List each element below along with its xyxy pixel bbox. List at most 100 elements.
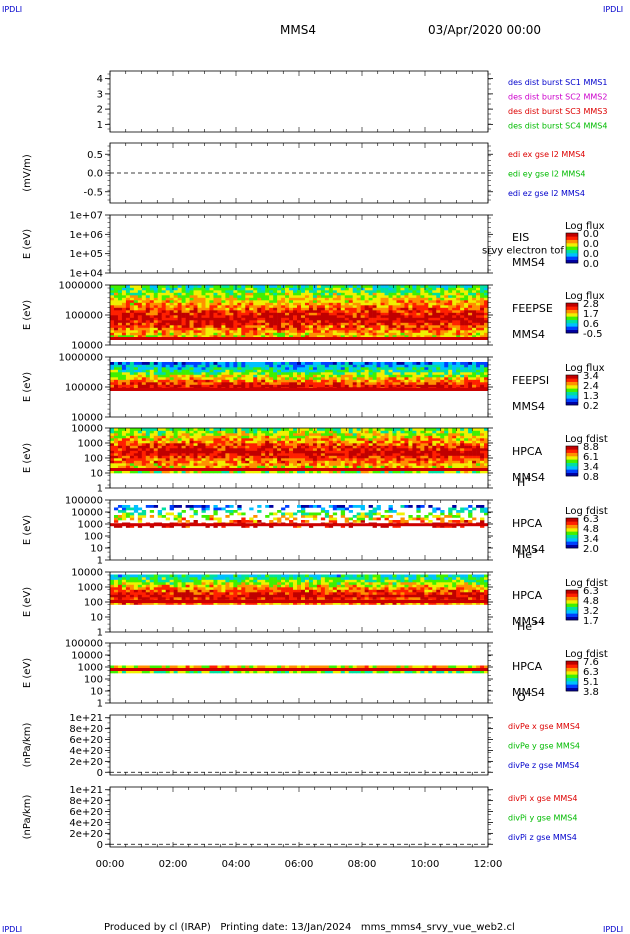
- xtick-label: 12:00: [474, 859, 503, 870]
- ytick-label-p11: 2e+20: [69, 829, 103, 840]
- colorbar-title-p9: Log fdist: [565, 649, 608, 660]
- spacecraft-label-p6: MMS4: [512, 471, 545, 484]
- instrument-label-p9: HPCA: [512, 660, 543, 673]
- colorbar-tick-p6: 6.1: [583, 452, 599, 463]
- ytick-label-p9: 100000: [65, 639, 103, 650]
- frame-p11: [109, 786, 489, 848]
- xtick-label: 06:00: [285, 859, 314, 870]
- ylabel-p3: E (eV): [22, 229, 33, 259]
- heatmap-p4: [110, 285, 489, 340]
- legend-p2: edi ey gse l2 MMS4: [508, 170, 586, 179]
- instrument-label-p3: EIS: [512, 231, 529, 244]
- colorbar-tick-p5: 2.4: [583, 381, 599, 392]
- colorbar-tick-p9: 5.1: [583, 677, 599, 688]
- ytick-label-p8: 1000: [78, 583, 103, 594]
- colorbar-tick-p5: 3.4: [583, 371, 599, 382]
- heatmap-p8: [110, 574, 489, 605]
- legend-p1: des dist burst SC3 MMS3: [508, 107, 607, 116]
- colorbar-title-p7: Log fdist: [565, 506, 608, 517]
- ytick-label-p5: 10000: [71, 413, 103, 424]
- ylabel-p7: E (eV): [22, 515, 33, 545]
- ytick-label-p5: 100000: [65, 383, 103, 394]
- panel-p4: Log flux2.81.70.6-0.5FEEPSEMMS4100000010…: [22, 281, 605, 352]
- spacecraft-label-p9: MMS4: [512, 686, 545, 699]
- ytick-label-p1: 3: [97, 89, 103, 100]
- colorbar-tick-p6: 0.8: [583, 472, 599, 483]
- xtick-label: 08:00: [348, 859, 377, 870]
- xtick-label: 02:00: [159, 859, 188, 870]
- panels: 1 2 3 4 des dist burst SC1 MMS1 des dist burs…: [22, 70, 608, 870]
- ytick-label-p11: 8e+20: [69, 796, 103, 807]
- panel-p5: Log flux3.42.41.30.2FEEPSIMMS41000000100…: [22, 353, 605, 424]
- corner-label-top-right: IPDLI: [603, 5, 623, 14]
- yaxis-p2: 0.5 0.0 -0.5: [83, 145, 493, 201]
- ytick-label-p3: 1e+04: [69, 269, 103, 280]
- footer-credit: Produced by cl (IRAP) Printing date: 13/…: [104, 922, 515, 933]
- ytick-label-p9: 1000: [78, 663, 103, 674]
- ytick-label-p6: 10: [90, 469, 103, 480]
- ytick-label-p10: 8e+20: [69, 724, 103, 735]
- heatmap-band-p4: [110, 337, 488, 340]
- species-label-p7: He+: [517, 546, 539, 561]
- colorbar-tick-p7: 4.8: [583, 524, 599, 535]
- legend-p11: divPi x gse MMS4: [508, 794, 577, 803]
- ytick-label-p10: 2e+20: [69, 757, 103, 768]
- ytick-label-p7: 10000: [71, 508, 103, 519]
- ytick-label-p9: 10: [90, 687, 103, 698]
- ytick-label-p10: 1e+21: [69, 713, 103, 724]
- legend-p2: edi ex gse l2 MMS4: [508, 150, 585, 159]
- ytick-label-p6: 1: [97, 484, 103, 495]
- colorbar-tick-p4: 2.8: [583, 299, 599, 310]
- yaxis-p3: 1e+07 1e+06 1e+05 1e+04: [69, 211, 493, 280]
- yaxis-p5: 1000000 100000 10000: [58, 353, 493, 424]
- legend-p11: divPi z gse MMS4: [508, 833, 577, 842]
- ytick-label-p10: 0: [97, 768, 103, 779]
- ytick-label-p9: 1: [97, 699, 103, 710]
- colorbar-tick-p9: 3.8: [583, 687, 599, 698]
- colorbar-tick-p5: 1.3: [583, 391, 599, 402]
- ytick-label-p1: 1: [97, 120, 103, 131]
- colorbar-title-p6: Log fdist: [565, 434, 608, 445]
- ytick-label-p8: 1: [97, 628, 103, 639]
- ytick-label-p11: 6e+20: [69, 807, 103, 818]
- heatmap-p5: [110, 362, 489, 391]
- ylabel-p9: E (eV): [22, 658, 33, 688]
- colorbar-title-p5: Log flux: [565, 363, 605, 374]
- ytick-label-p7: 100000: [65, 496, 103, 507]
- legend-p1: des dist burst SC4 MMS4: [508, 122, 607, 131]
- colorbar-tick-p8: 6.3: [583, 586, 599, 597]
- instrument-label-p5: FEEPSI: [512, 374, 549, 387]
- spacecraft-label-p5: MMS4: [512, 400, 545, 413]
- instrument-label-p6: HPCA: [512, 445, 543, 458]
- heatmap-p6: [110, 428, 489, 474]
- corner-label-bottom-left: IPDLI: [2, 925, 22, 934]
- ytick-label-p7: 1: [97, 556, 103, 567]
- colorbar-tick-p7: 3.4: [583, 534, 599, 545]
- panel-p2: 0.5 0.0 -0.5 (mV/m) edi ex gse l2 MMS4 edi ey…: [22, 142, 586, 204]
- spacecraft-label-p7: MMS4: [512, 543, 545, 556]
- ytick-label-p3: 1e+06: [69, 230, 103, 241]
- ytick-label-p10: 4e+20: [69, 746, 103, 757]
- ytick-label-p2: -0.5: [83, 187, 103, 198]
- legend-p10: divPe z gse MMS4: [508, 761, 579, 770]
- heatmap-p7: [110, 505, 489, 528]
- ytick-label-p10: 6e+20: [69, 735, 103, 746]
- ytick-label-p11: 0: [97, 840, 103, 851]
- colorbar-tick-p3: 0.0: [583, 259, 599, 270]
- ytick-label-p4: 100000: [65, 311, 103, 322]
- colorbar-tick-p3: 0.0: [583, 249, 599, 260]
- colorbar-title-p4: Log flux: [565, 291, 605, 302]
- yaxis-p6: 10000 1000 100 10 1: [71, 424, 493, 495]
- ylabel-p6: E (eV): [22, 443, 33, 473]
- colorbar-title-p8: Log fdist: [565, 578, 608, 589]
- ytick-label-p9: 10000: [71, 651, 103, 662]
- ytick-label-p7: 1000: [78, 520, 103, 531]
- spacecraft-label-p3: MMS4: [512, 256, 545, 269]
- instrument-label-p4: FEEPSE: [512, 302, 553, 315]
